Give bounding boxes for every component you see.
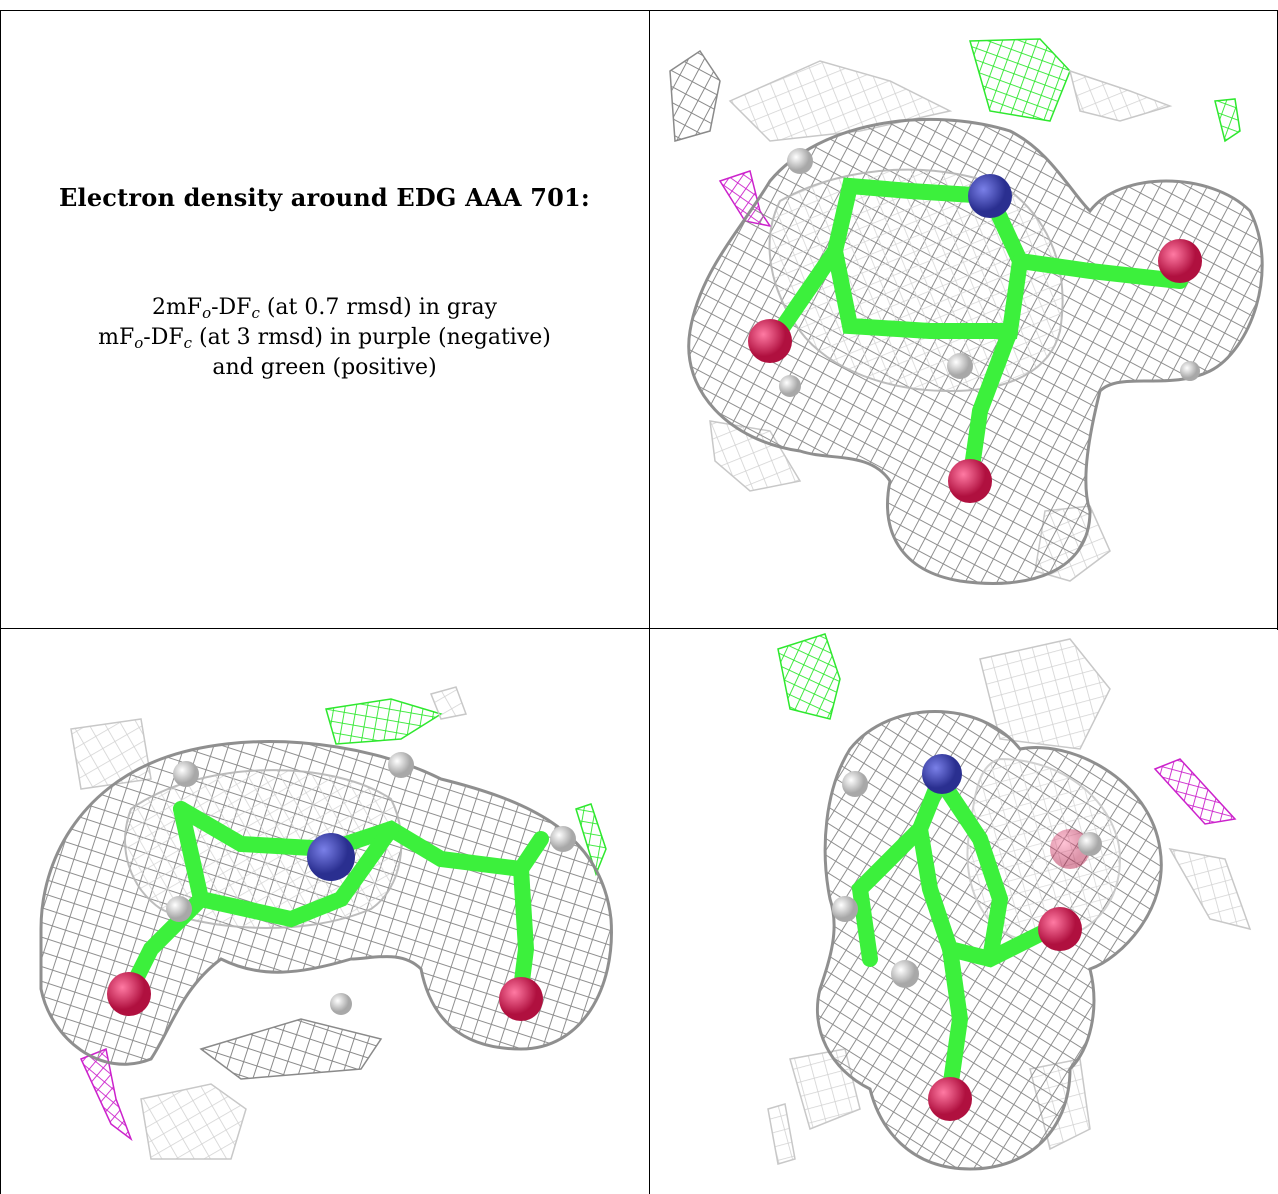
oxygen-atom-icon: [499, 977, 543, 1021]
legend-line-mfo: mFo-DFc (at 3 rmsd) in purple (negative): [98, 325, 551, 352]
oxygen-atom-icon: [928, 1077, 972, 1121]
caption-legend: 2mFo-DFc (at 0.7 rmsd) in gray mFo-DFc (…: [0, 293, 649, 383]
electron-density-map-icon: [767, 633, 1252, 1171]
hydrogen-atom-icon: [166, 896, 192, 922]
border-top: [0, 10, 1278, 11]
hydrogen-atom-icon: [1180, 361, 1200, 381]
density-view-bottom-right: [650, 629, 1277, 1194]
hydrogen-atom-icon: [842, 771, 868, 797]
oxygen-atom-icon: [107, 972, 151, 1016]
caption-cell: Electron density around EDG AAA 701: 2mF…: [0, 11, 649, 628]
nitrogen-atom-icon: [968, 174, 1012, 218]
border-middle: [649, 10, 650, 1194]
hydrogen-atom-icon: [947, 353, 973, 379]
hydrogen-atom-icon: [1078, 832, 1102, 856]
hydrogen-atom-icon: [550, 826, 576, 852]
hydrogen-atom-icon: [779, 375, 801, 397]
hydrogen-atom-icon: [832, 896, 858, 922]
legend-line-2mfo: 2mFo-DFc (at 0.7 rmsd) in gray: [151, 295, 498, 322]
density-view-top-right: [650, 11, 1277, 628]
hydrogen-atom-icon: [787, 148, 813, 174]
oxygen-atom-icon: [948, 459, 992, 503]
border-row: [0, 628, 1278, 629]
density-view-bottom-left: [1, 629, 649, 1194]
border-left: [0, 10, 1, 1194]
nitrogen-atom-icon: [922, 754, 962, 794]
hydrogen-atom-icon: [891, 960, 919, 988]
hydrogen-atom-icon: [330, 993, 352, 1015]
nitrogen-atom-icon: [307, 833, 355, 881]
oxygen-atom-icon: [1038, 907, 1082, 951]
electron-density-map-icon: [39, 686, 613, 1160]
oxygen-atom-icon: [1158, 239, 1202, 283]
hydrogen-atom-icon: [388, 752, 414, 778]
electron-density-map-icon: [669, 38, 1264, 585]
hydrogen-atom-icon: [173, 761, 199, 787]
legend-line-colors: and green (positive): [212, 355, 437, 380]
caption-title: Electron density around EDG AAA 701:: [59, 183, 590, 212]
oxygen-atom-icon: [748, 319, 792, 363]
